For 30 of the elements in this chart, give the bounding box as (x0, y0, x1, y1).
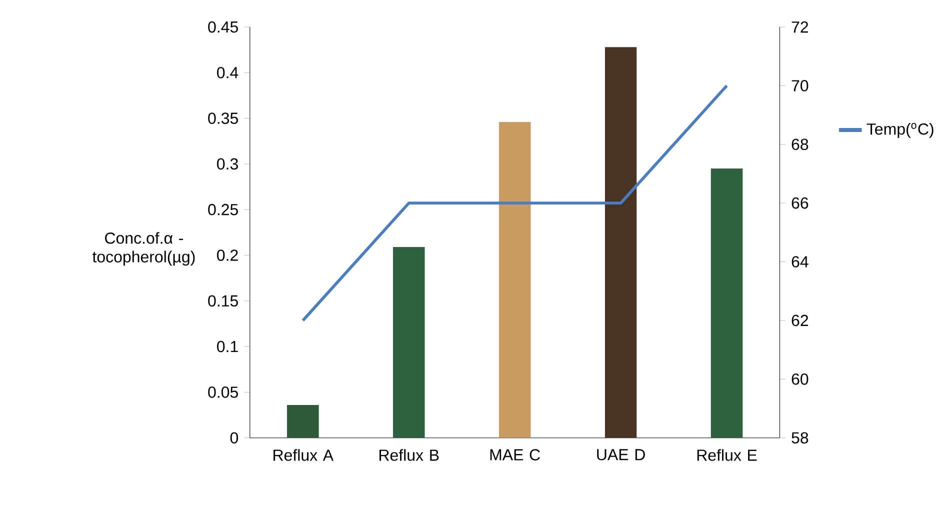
y2-tick-label: 64 (792, 256, 808, 268)
y2-tick-label: 68 (792, 138, 808, 150)
bar (287, 405, 319, 438)
y2-tick-label: 66 (792, 197, 808, 209)
y2-tick-label: 70 (792, 80, 808, 92)
bar (498, 122, 531, 438)
y-tick-label: 0 (230, 432, 238, 444)
bar (710, 168, 743, 438)
y-tick-label: 0.35 (208, 112, 238, 124)
y2-tick-label: 58 (792, 432, 808, 444)
y-tick-label: 0.2 (217, 250, 238, 261)
x-tick-label: UAE D (597, 449, 645, 460)
x-tick-label: Reflux E (697, 449, 757, 461)
y-tick-label: 0.45 (208, 21, 238, 33)
legend-label: Temp($^{o}$C) (866, 123, 934, 138)
y2-tick-label: 60 (792, 374, 808, 385)
y-tick-label: 0.15 (208, 295, 238, 307)
y-tick-label: 0.1 (217, 340, 238, 352)
y-tick-label: 0.3 (217, 158, 238, 170)
x-tick-label: MAE C (490, 449, 540, 461)
x-tick-label: Reflux A (274, 449, 334, 461)
y-axis-title: Conc.of.α - tocopherol(µg) (92, 232, 195, 266)
y2-tick-label: 62 (792, 314, 808, 326)
y2-tick-label: 72 (792, 21, 808, 33)
bar (392, 247, 425, 438)
y-tick-label: 0.4 (217, 67, 238, 78)
y-tick-label: 0.25 (208, 204, 238, 216)
bar (604, 47, 637, 438)
y-tick-label: 0.05 (208, 386, 238, 398)
x-tick-label: Reflux B (380, 449, 439, 461)
